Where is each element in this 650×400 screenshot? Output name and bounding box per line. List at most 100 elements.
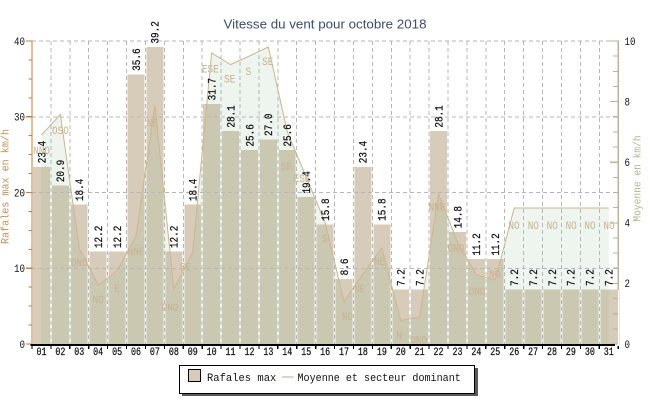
svg-text:7.2: 7.2 [397, 269, 409, 286]
svg-text:15.8: 15.8 [378, 198, 390, 220]
svg-text:7.2: 7.2 [567, 269, 579, 286]
svg-text:S: S [246, 67, 252, 79]
svg-text:NO: NO [603, 221, 615, 233]
svg-text:7.2: 7.2 [605, 269, 617, 286]
svg-text:20: 20 [14, 188, 25, 200]
svg-text:17: 17 [339, 347, 349, 359]
svg-text:12: 12 [244, 347, 254, 359]
svg-text:Moyenne en km/h: Moyenne en km/h [633, 135, 645, 221]
svg-text:NNE: NNE [128, 247, 145, 259]
svg-text:18.4: 18.4 [75, 178, 87, 201]
svg-text:NO: NO [528, 221, 540, 233]
svg-text:24: 24 [471, 347, 481, 359]
svg-text:10: 10 [625, 37, 636, 49]
svg-text:35.6: 35.6 [132, 48, 144, 70]
svg-text:23.4: 23.4 [359, 141, 371, 164]
svg-text:27.0: 27.0 [264, 114, 276, 136]
svg-text:23.4: 23.4 [37, 141, 49, 164]
svg-text:05: 05 [112, 347, 122, 359]
svg-text:SE: SE [224, 74, 236, 86]
svg-text:NO: NO [566, 221, 578, 233]
svg-text:19.4: 19.4 [302, 171, 314, 194]
svg-text:8.6: 8.6 [340, 259, 352, 276]
svg-text:29: 29 [566, 347, 576, 359]
svg-text:39.2: 39.2 [151, 21, 163, 43]
svg-text:30: 30 [14, 113, 25, 125]
svg-text:06: 06 [131, 347, 141, 359]
svg-text:Moyenne et secteur dominant: Moyenne et secteur dominant [298, 373, 461, 385]
svg-text:31.7: 31.7 [207, 78, 219, 100]
svg-text:7.2: 7.2 [586, 269, 598, 286]
svg-text:40: 40 [14, 37, 25, 49]
svg-text:Rafales max en km/h: Rafales max en km/h [1, 129, 13, 244]
svg-text:21: 21 [415, 347, 425, 359]
svg-text:SE: SE [262, 57, 274, 69]
svg-text:7.2: 7.2 [529, 269, 541, 286]
svg-text:02: 02 [55, 347, 65, 359]
svg-text:NO: NO [93, 295, 105, 307]
svg-text:ONO: ONO [71, 258, 88, 270]
svg-text:18.4: 18.4 [189, 178, 201, 201]
svg-text:25.6: 25.6 [245, 124, 257, 146]
svg-text:N: N [396, 331, 402, 343]
svg-text:NO: NO [584, 221, 596, 233]
svg-text:ONO: ONO [410, 335, 427, 347]
svg-text:NNO: NNO [33, 146, 50, 158]
svg-text:ONO: ONO [162, 303, 179, 315]
svg-text:31: 31 [604, 347, 614, 359]
svg-text:S: S [322, 234, 328, 246]
svg-text:13: 13 [263, 347, 273, 359]
svg-text:NE: NE [147, 118, 159, 130]
svg-text:15: 15 [301, 347, 311, 359]
svg-text:ONO: ONO [469, 287, 486, 299]
svg-text:25: 25 [490, 347, 500, 359]
svg-text:ESE: ESE [294, 174, 311, 186]
svg-text:4: 4 [625, 219, 631, 231]
svg-text:03: 03 [74, 347, 84, 359]
svg-text:7.2: 7.2 [510, 269, 522, 286]
svg-text:11.2: 11.2 [472, 233, 484, 255]
svg-text:10: 10 [14, 264, 25, 276]
svg-text:7.2: 7.2 [415, 269, 427, 286]
svg-text:NE: NE [374, 257, 386, 269]
svg-text:Vitesse du vent pour octobre 2: Vitesse du vent pour octobre 2018 [224, 17, 427, 32]
svg-text:2: 2 [625, 279, 631, 291]
svg-text:ONO: ONO [448, 243, 465, 255]
svg-text:22: 22 [434, 347, 444, 359]
svg-text:NNE: NNE [429, 202, 446, 214]
svg-text:7.2: 7.2 [548, 269, 560, 286]
svg-text:18: 18 [358, 347, 368, 359]
svg-text:08: 08 [169, 347, 179, 359]
svg-text:28: 28 [547, 347, 557, 359]
svg-text:10: 10 [207, 347, 217, 359]
svg-text:0: 0 [20, 340, 26, 352]
svg-text:14.8: 14.8 [453, 206, 465, 228]
svg-text:NO: NO [508, 221, 520, 233]
svg-text:09: 09 [188, 347, 198, 359]
svg-text:Rafales max: Rafales max [207, 373, 277, 385]
svg-text:E: E [114, 284, 120, 296]
svg-text:07: 07 [150, 347, 160, 359]
svg-text:28.1: 28.1 [226, 105, 238, 128]
svg-text:8: 8 [625, 97, 631, 109]
svg-text:20: 20 [396, 347, 406, 359]
svg-text:NO: NO [547, 221, 559, 233]
svg-text:19: 19 [377, 347, 387, 359]
svg-text:SE: SE [281, 162, 293, 174]
svg-text:12.2: 12.2 [170, 226, 182, 248]
svg-text:27: 27 [528, 347, 538, 359]
svg-text:30: 30 [585, 347, 595, 359]
svg-text:NE: NE [354, 284, 366, 296]
svg-text:15.8: 15.8 [321, 198, 333, 220]
svg-text:16: 16 [320, 347, 330, 359]
svg-text:14: 14 [282, 347, 292, 359]
svg-text:6: 6 [625, 158, 631, 170]
svg-text:25.6: 25.6 [283, 124, 295, 146]
svg-text:04: 04 [93, 347, 103, 359]
svg-text:NO: NO [342, 312, 354, 324]
svg-text:ESE: ESE [202, 64, 219, 76]
svg-text:11.2: 11.2 [491, 233, 503, 255]
svg-text:0: 0 [625, 340, 631, 352]
svg-text:01: 01 [36, 347, 46, 359]
svg-text:20.9: 20.9 [56, 160, 68, 182]
